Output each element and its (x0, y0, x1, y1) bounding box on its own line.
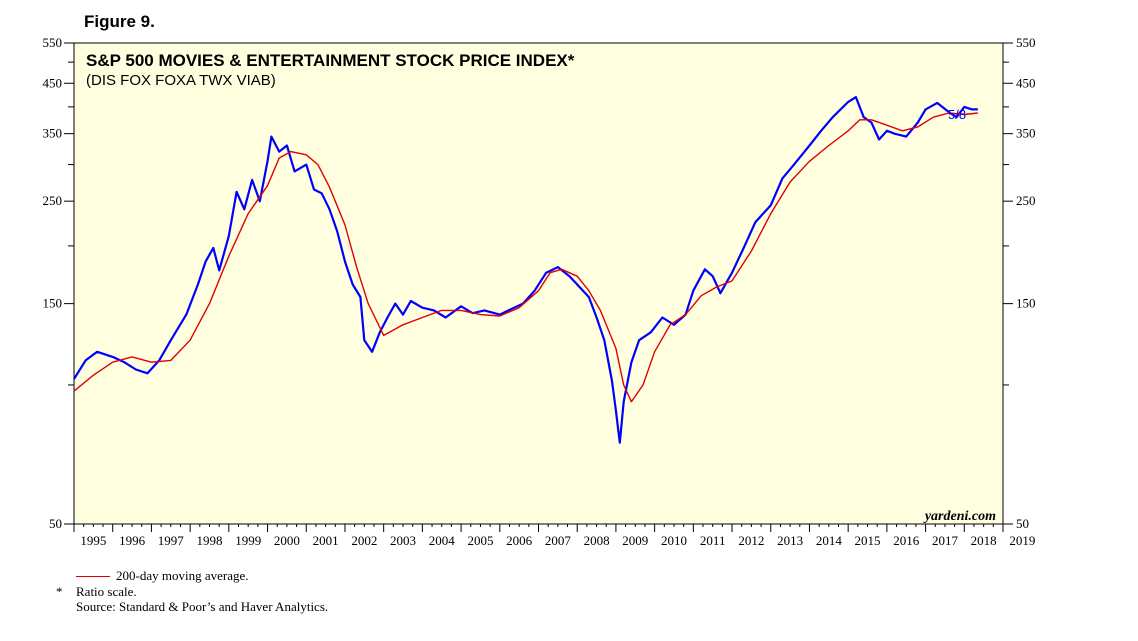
footnote-marker: * (56, 584, 63, 599)
x-tick-label: 2015 (855, 533, 881, 548)
x-tick-label: 1996 (119, 533, 146, 548)
x-axis: 1995 1996 1997 1998 1999 2000 2001 2002 2003 2004… (73, 524, 1035, 548)
legend: 200-day moving average. (76, 568, 248, 584)
x-tick-label: 2010 (661, 533, 687, 548)
legend-label-moving-average: 200-day moving average. (116, 568, 249, 583)
series-layer (73, 95, 978, 444)
y-tick-label-left: 550 (43, 35, 63, 50)
x-tick-label: 1997 (158, 533, 185, 548)
y-axis-left: 50 150 250 350 450 550 (43, 35, 74, 531)
y-tick-label-left: 450 (43, 75, 63, 90)
x-tick-label: 2003 (390, 533, 416, 548)
x-tick-label: 1995 (80, 533, 106, 548)
y-tick-label-left: 150 (43, 296, 63, 311)
chart-subtitle: (DIS FOX FOXA TWX VIAB) (86, 72, 276, 89)
y-axis-right: 50 150 250 350 450 550 (1003, 35, 1036, 531)
x-tick-label: 2002 (351, 533, 377, 548)
y-tick-label-left: 350 (43, 126, 63, 141)
x-tick-label: 2007 (545, 533, 572, 548)
y-tick-label-right: 150 (1016, 296, 1036, 311)
chart-title: S&P 500 MOVIES & ENTERTAINMENT STOCK PRI… (86, 51, 575, 70)
series-line-moving-average (73, 112, 978, 403)
last-point-label: 5/8 (948, 107, 966, 122)
x-tick-label: 2012 (738, 533, 764, 548)
y-tick-label-left: 250 (43, 193, 63, 208)
footnote: * Ratio scale. (56, 584, 137, 600)
y-tick-label-right: 250 (1016, 193, 1036, 208)
x-tick-label: 2006 (506, 533, 533, 548)
figure-label: Figure 9. (84, 12, 155, 31)
y-tick-label-right: 50 (1016, 516, 1029, 531)
y-tick-label-right: 450 (1016, 75, 1036, 90)
x-tick-label: 2009 (622, 533, 648, 548)
y-tick-label-left: 50 (49, 516, 62, 531)
x-tick-label: 2008 (584, 533, 610, 548)
legend-swatch-moving-average (76, 575, 110, 577)
source-note: Source: Standard & Poor’s and Haver Anal… (76, 599, 329, 614)
x-tick-label: 2014 (816, 533, 843, 548)
y-tick-label-right: 350 (1016, 126, 1036, 141)
x-tick-label: 1998 (196, 533, 222, 548)
x-tick-label: 2000 (274, 533, 300, 548)
x-tick-label: 2001 (313, 533, 339, 548)
y-tick-label-right: 550 (1016, 35, 1036, 50)
x-tick-label: 2018 (971, 533, 997, 548)
x-tick-label: 2013 (777, 533, 803, 548)
x-tick-label: 2017 (932, 533, 959, 548)
x-tick-label: 2019 (1009, 533, 1035, 548)
x-tick-label: 1999 (235, 533, 261, 548)
x-tick-label: 2005 (467, 533, 493, 548)
x-tick-label: 2004 (429, 533, 456, 548)
watermark: yardeni.com (923, 509, 996, 524)
footnote-text: Ratio scale. (76, 584, 137, 599)
x-tick-label: 2016 (893, 533, 920, 548)
x-tick-label: 2011 (700, 533, 726, 548)
